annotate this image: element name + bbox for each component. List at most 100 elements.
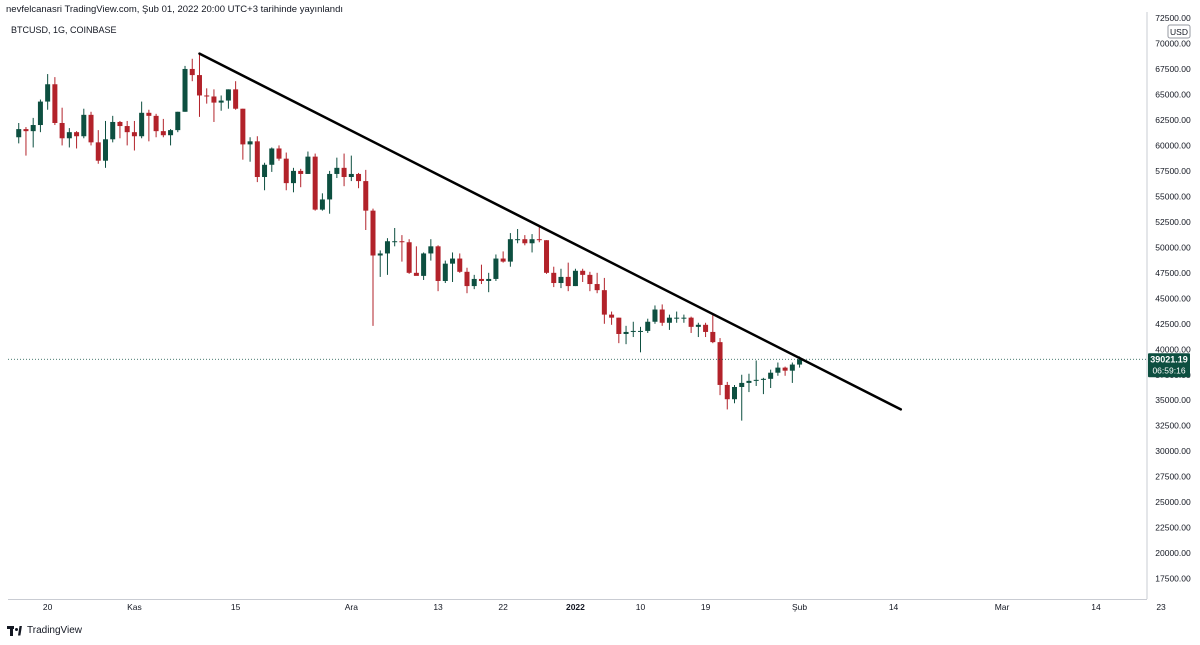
candle-body (377, 253, 383, 256)
candle-body (327, 173, 333, 200)
candle-body (551, 272, 557, 284)
candle-body (225, 89, 231, 101)
time-tick-label: 10 (636, 602, 646, 612)
candle-body (594, 284, 600, 291)
candle-body (283, 158, 289, 184)
candle-body (363, 181, 369, 211)
price-tick-label: 72500.00 (1155, 13, 1191, 23)
price-tick-label: 57500.00 (1155, 166, 1191, 176)
candle-body (652, 309, 658, 322)
candle-body (782, 367, 788, 371)
candle-body (522, 239, 528, 244)
candle-body (196, 75, 202, 96)
candle-body (319, 199, 325, 210)
candle-body (23, 129, 29, 132)
price-tick-label: 67500.00 (1155, 64, 1191, 74)
candle-body (175, 111, 181, 131)
price-tick-label: 45000.00 (1155, 293, 1191, 303)
candle-body (233, 89, 239, 109)
candle-body (182, 68, 188, 112)
candle-body (703, 324, 709, 332)
symbol-info: BTCUSD, 1G, COINBASE (11, 25, 117, 35)
price-tick-label: 32500.00 (1155, 421, 1191, 431)
candle-body (471, 278, 477, 287)
candle-body (131, 132, 137, 137)
price-tick-label: 60000.00 (1155, 140, 1191, 150)
time-tick-label: 15 (231, 602, 241, 612)
time-tick-label: 23 (1156, 602, 1166, 612)
candle-body (710, 331, 716, 343)
price-tick-label: 62500.00 (1155, 115, 1191, 125)
candle-body (81, 114, 87, 137)
candle-body (334, 167, 340, 174)
candle-body (450, 258, 456, 264)
candle-body (724, 384, 730, 400)
candle-body (146, 112, 152, 116)
candle-body (298, 170, 304, 174)
countdown-label: 06:59:16 (1152, 366, 1185, 376)
price-tick-label: 40000.00 (1155, 344, 1191, 354)
candle-body (269, 148, 275, 165)
time-tick-label: 2022 (566, 602, 585, 612)
candle-body (623, 331, 629, 334)
price-tick-label: 22500.00 (1155, 523, 1191, 533)
candle-body (102, 139, 108, 161)
candle-body (601, 290, 607, 315)
time-tick-label: 19 (701, 602, 711, 612)
candle-body (312, 156, 318, 210)
time-tick-label: Mar (995, 602, 1010, 612)
tradingview-logo[interactable]: TradingView (7, 625, 82, 636)
candle-body (558, 276, 564, 284)
candle-body (486, 278, 492, 281)
candle-body (204, 95, 210, 97)
candle-body (124, 126, 130, 133)
candle-body (515, 239, 521, 241)
candle-series (16, 53, 803, 421)
candle-body (609, 314, 615, 318)
candle-body (290, 170, 296, 184)
price-tick-label: 25000.00 (1155, 497, 1191, 507)
candle-body (565, 276, 571, 287)
candle-body (45, 84, 51, 102)
price-tick-label: 52500.00 (1155, 217, 1191, 227)
candle-body (421, 253, 427, 276)
candle-body (500, 258, 506, 262)
price-tick-label: 50000.00 (1155, 242, 1191, 252)
last-price-label: 39021.19 (1150, 355, 1188, 365)
candle-body (688, 317, 694, 327)
candle-body (587, 274, 593, 285)
candle-body (442, 263, 448, 281)
candle-body (74, 132, 80, 137)
candle-body (507, 239, 513, 262)
candle-body (218, 100, 224, 103)
price-tick-label: 55000.00 (1155, 191, 1191, 201)
candle-body (666, 317, 672, 323)
candle-body (681, 317, 687, 319)
price-tick-label: 20000.00 (1155, 548, 1191, 558)
candle-body (392, 241, 398, 243)
price-tick-label: 65000.00 (1155, 89, 1191, 99)
candle-body (478, 278, 484, 281)
candle-body (775, 367, 781, 373)
candle-body (572, 270, 578, 287)
candle-body (66, 132, 72, 139)
price-tick-label: 27500.00 (1155, 472, 1191, 482)
candle-body (536, 239, 542, 241)
candle-body (435, 246, 441, 281)
price-tick-label: 42500.00 (1155, 319, 1191, 329)
candle-body (247, 141, 253, 145)
candle-body (254, 141, 260, 178)
candle-body (428, 246, 434, 254)
candle-body (768, 372, 774, 379)
candle-body (305, 156, 311, 174)
candle-body (760, 378, 766, 380)
candle-body (240, 108, 246, 145)
last-price-tag (1148, 353, 1190, 378)
tradingview-icon (7, 625, 23, 636)
publish-note: nevfelcanasri TradingView.com, Şub 01, 2… (6, 4, 344, 15)
unit-label: USD (1170, 27, 1188, 37)
candle-body (413, 272, 419, 276)
candle-body (457, 258, 463, 272)
candle-body (580, 270, 586, 275)
